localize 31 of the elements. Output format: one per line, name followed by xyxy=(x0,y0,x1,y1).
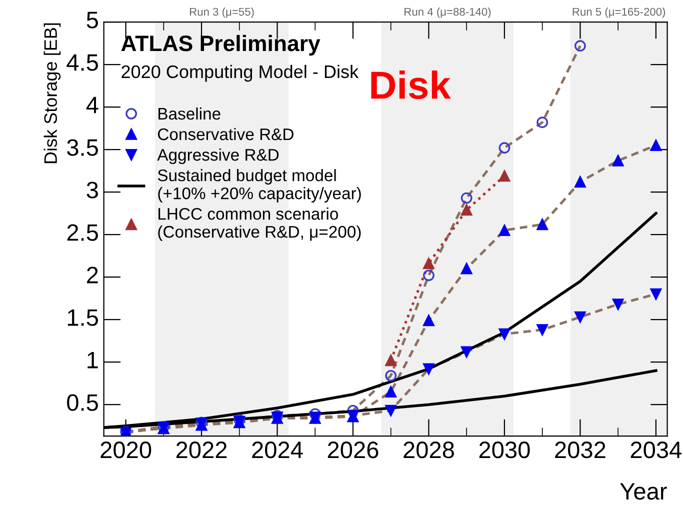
y-tick-label: 2.5 xyxy=(67,224,98,241)
y-tick-label: 4 xyxy=(86,96,98,114)
annotation: Disk xyxy=(371,70,451,100)
x-tick-label: 2030 xyxy=(479,442,530,458)
band-label: Run 3 (μ=55) xyxy=(190,8,254,18)
legend-label: Conservative R&D xyxy=(158,128,294,140)
y-axis-title: Disk Storage [EB] xyxy=(44,23,61,164)
y-tick-label: 0.5 xyxy=(67,394,98,411)
annotation: ATLAS Preliminary xyxy=(121,34,320,56)
x-tick-label: 2034 xyxy=(630,442,682,458)
band-label: Run 5 (μ=165-200) xyxy=(572,8,666,18)
x-tick-label: 2024 xyxy=(252,442,303,458)
y-tick-label: 4.5 xyxy=(66,54,98,71)
x-axis-title: Year xyxy=(620,483,667,500)
y-tick-label: 3.5 xyxy=(67,139,98,156)
legend-label: LHCC common scenario (Conservative R&D, μ=200) xyxy=(158,208,361,242)
legend-label: Aggressive R&D xyxy=(157,148,279,164)
band-label: Run 4 (μ=88-140) xyxy=(404,8,491,18)
y-tick-label: 2 xyxy=(87,266,98,284)
y-tick-label: 5 xyxy=(86,12,98,28)
legend-label: Baseline xyxy=(158,107,220,120)
y-tick-label: 1.5 xyxy=(68,309,98,326)
x-tick-label: 2022 xyxy=(176,442,227,458)
x-tick-label: 2032 xyxy=(555,442,606,458)
x-tick-label: 2026 xyxy=(328,442,378,458)
x-tick-label: 2020 xyxy=(100,442,152,458)
legend-label: Sustained budget model (+10% +20% capacity/year) xyxy=(158,169,361,203)
y-tick-label: 3 xyxy=(86,182,98,198)
x-tick-label: 2028 xyxy=(404,442,454,458)
y-tick-label: 1 xyxy=(88,352,98,368)
annotation: 2020 Computing Model - Disk xyxy=(122,64,359,82)
